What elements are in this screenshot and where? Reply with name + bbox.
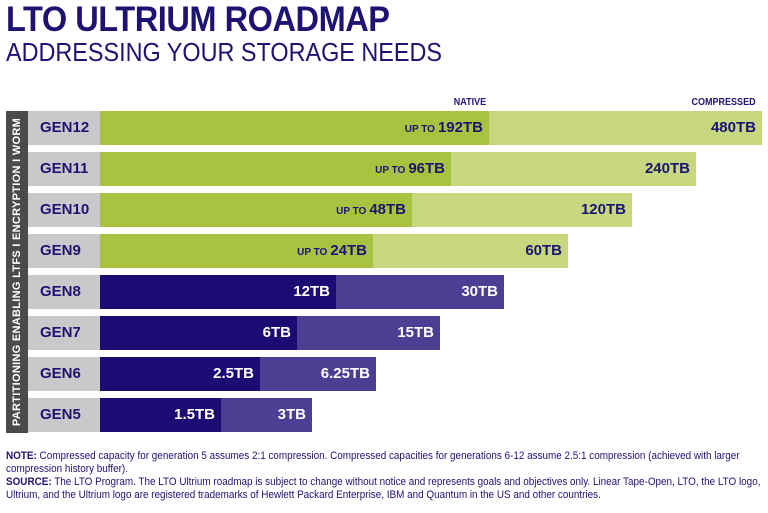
native-prefix: UP TO: [404, 124, 435, 135]
native-prefix: UP TO: [297, 247, 328, 258]
compressed-value: 3TB: [277, 406, 306, 423]
page-title: LTO ULTRIUM ROADMAP: [6, 0, 390, 39]
source: SOURCE: The LTO Program. The LTO Ultrium…: [6, 476, 762, 502]
native-bar: UP TO 48TB: [100, 193, 412, 227]
source-text: The LTO Program. The LTO Ultrium roadmap…: [6, 476, 761, 501]
native-bar: 6TB: [100, 316, 297, 350]
native-value: 96TB: [408, 160, 445, 177]
native-bar: UP TO 192TB: [100, 111, 489, 145]
features-text: PARTITIONING ENABLING LTFS I ENCRYPTION …: [11, 117, 23, 427]
generation-label: GEN11: [28, 152, 100, 186]
native-value: 24TB: [330, 242, 367, 259]
legend-native: NATIVE: [453, 97, 487, 108]
compressed-value: 120TB: [580, 201, 626, 218]
source-label: SOURCE:: [6, 476, 52, 488]
native-bar: 2.5TB: [100, 357, 260, 391]
features-sidebar: PARTITIONING ENABLING LTFS I ENCRYPTION …: [6, 111, 28, 433]
compressed-value: 480TB: [710, 119, 756, 136]
native-value: 12TB: [293, 283, 330, 300]
generation-label: GEN10: [28, 193, 100, 227]
native-value: 1.5TB: [174, 406, 215, 423]
native-bar: 1.5TB: [100, 398, 221, 432]
note-label: NOTE:: [6, 450, 37, 462]
generation-label: GEN8: [28, 275, 100, 309]
legend-compressed: COMPRESSED: [691, 97, 756, 108]
native-value: 2.5TB: [213, 365, 254, 382]
native-value: 192TB: [437, 119, 483, 136]
note: NOTE: Compressed capacity for generation…: [6, 450, 762, 476]
compressed-value: 240TB: [644, 160, 690, 177]
native-bar: UP TO 96TB: [100, 152, 451, 186]
native-bar: UP TO 24TB: [100, 234, 373, 268]
compressed-value: 30TB: [461, 283, 498, 300]
generation-label: GEN9: [28, 234, 100, 268]
compressed-value: 15TB: [397, 324, 434, 341]
native-value: 48TB: [369, 201, 406, 218]
native-prefix: UP TO: [336, 206, 367, 217]
native-bar: 12TB: [100, 275, 336, 309]
generation-label: GEN7: [28, 316, 100, 350]
generation-label: GEN5: [28, 398, 100, 432]
footnotes: NOTE: Compressed capacity for generation…: [6, 450, 762, 502]
generation-label: GEN12: [28, 111, 100, 145]
page-subtitle: ADDRESSING YOUR STORAGE NEEDS: [6, 37, 443, 67]
native-prefix: UP TO: [375, 165, 406, 176]
compressed-value: 60TB: [525, 242, 562, 259]
generation-label: GEN6: [28, 357, 100, 391]
note-text: Compressed capacity for generation 5 ass…: [6, 450, 740, 475]
native-value: 6TB: [262, 324, 291, 341]
compressed-value: 6.25TB: [320, 365, 370, 382]
